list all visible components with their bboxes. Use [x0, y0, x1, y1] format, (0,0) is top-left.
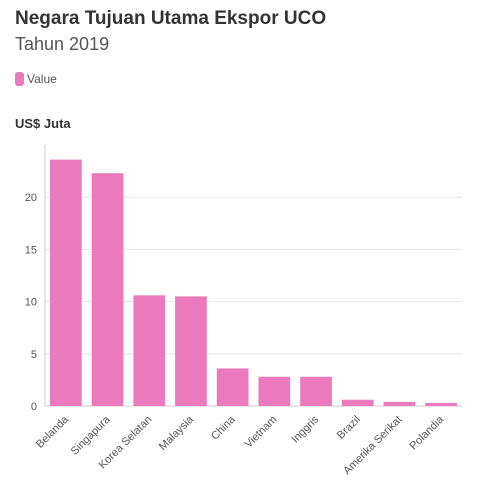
legend: Value	[15, 72, 57, 86]
y-tick-label: 15	[25, 244, 37, 256]
x-tick-label: Inggris	[289, 413, 321, 445]
bar	[258, 376, 291, 406]
x-tick-label: Malaysia	[157, 413, 197, 453]
x-tick-label: Singapura	[69, 413, 114, 458]
bar	[50, 159, 82, 406]
legend-label: Value	[27, 72, 57, 86]
x-tick-label: Polandia	[408, 413, 447, 452]
bar	[300, 376, 332, 406]
x-tick-label: Brazil	[335, 414, 363, 442]
legend-swatch	[15, 72, 24, 86]
y-tick-label: 10	[25, 297, 37, 309]
y-tick-label: 5	[31, 349, 37, 361]
x-tick-label: Belanda	[34, 413, 72, 451]
bar	[133, 295, 166, 406]
chart-subtitle: Tahun 2019	[15, 34, 110, 54]
y-axis-label: US$ Juta	[15, 116, 71, 131]
bar	[216, 368, 249, 406]
y-tick-label: 20	[25, 192, 37, 204]
bar	[341, 399, 374, 406]
y-tick-label: 0	[31, 401, 37, 413]
bar	[91, 173, 124, 406]
bar	[383, 401, 416, 406]
chart-title: Negara Tujuan Utama Ekspor UCO	[15, 8, 327, 29]
x-tick-label: Vietnam	[243, 414, 280, 451]
x-tick-label: China	[209, 413, 238, 442]
bar	[175, 296, 207, 406]
bar	[425, 402, 457, 406]
